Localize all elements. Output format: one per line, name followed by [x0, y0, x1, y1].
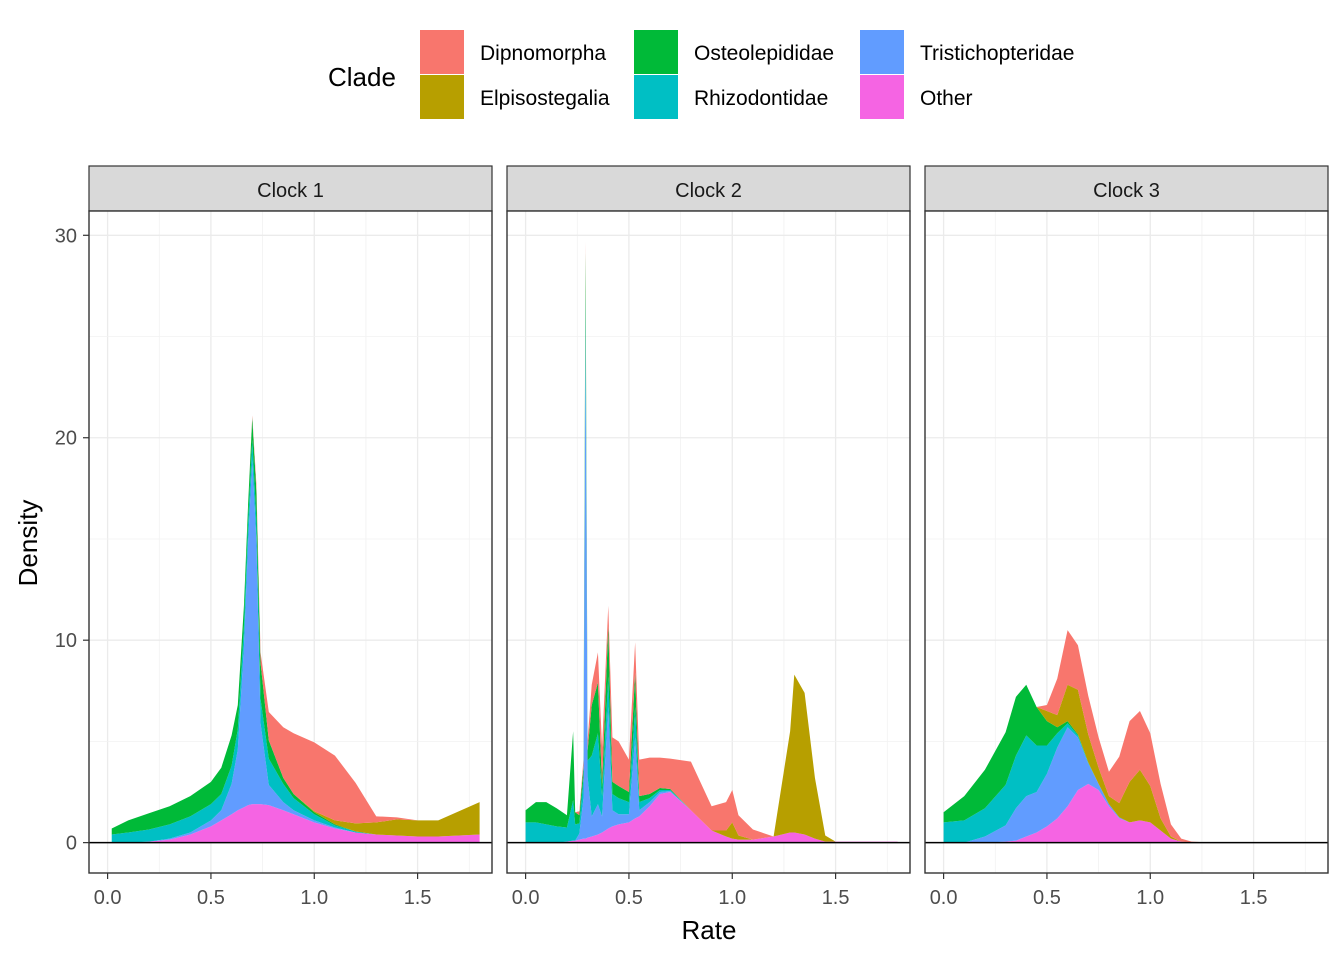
legend-label: Dipnomorpha [480, 42, 606, 65]
legend: Clade Dipnomorpha Elpisostegalia Osteolepi… [328, 30, 1074, 119]
x-tick-label: 0.5 [197, 887, 225, 909]
facet-panel: Clock 1 0.0 0.5 1.0 1.5 0 10 20 30 [55, 165, 493, 909]
area-other [111, 804, 480, 843]
y-tick-label: 10 [55, 630, 77, 652]
x-axis-title: Rate [682, 915, 737, 945]
area-elpisostegalia [943, 684, 1316, 843]
facet-title: Clock 1 [257, 180, 324, 202]
x-tick-label: 1.5 [1240, 887, 1268, 909]
panel-border [506, 210, 911, 874]
panel-border [924, 210, 1329, 874]
legend-item: Dipnomorpha [420, 30, 606, 74]
legend-item: Tristichopteridae [860, 30, 1074, 74]
legend-swatch [420, 75, 464, 119]
legend-swatch [420, 30, 464, 74]
legend-title: Clade [328, 62, 396, 92]
area-dipnomorpha [943, 630, 1316, 843]
legend-swatch [860, 30, 904, 74]
legend-label: Other [920, 87, 973, 110]
x-tick-label: 0.0 [94, 887, 122, 909]
facet-title: Clock 2 [675, 180, 742, 202]
legend-swatch [634, 75, 678, 119]
facet-panel: Clock 3 0.0 0.5 1.0 1.5 [924, 165, 1329, 909]
y-tick-label: 0 [66, 833, 77, 855]
legend-label: Rhizodontidae [694, 87, 828, 110]
x-tick-label: 1.0 [300, 887, 328, 909]
y-axis-title: Density [13, 500, 43, 587]
x-tick-label: 0.0 [512, 887, 540, 909]
area-elpisostegalia [525, 251, 898, 842]
density-areas [943, 630, 1316, 843]
legend-swatch [860, 75, 904, 119]
area-dipnomorpha [111, 415, 480, 829]
legend-swatch [634, 30, 678, 74]
density-areas [525, 241, 898, 843]
y-tick-label: 30 [55, 225, 77, 247]
area-rhizodontidae [943, 723, 1316, 843]
panel-border [88, 210, 493, 874]
facet-title: Clock 3 [1093, 180, 1160, 202]
density-areas [111, 415, 480, 843]
x-tick-label: 0.5 [1033, 887, 1061, 909]
facet-panel: Clock 2 0.0 0.5 1.0 1.5 [506, 165, 911, 909]
x-tick-label: 0.5 [615, 887, 643, 909]
legend-item: Other [860, 75, 973, 119]
legend-label: Osteolepididae [694, 42, 834, 65]
area-other [943, 783, 1316, 843]
legend-item: Elpisostegalia [420, 75, 610, 119]
x-tick-label: 1.5 [822, 887, 850, 909]
x-tick-label: 1.0 [718, 887, 746, 909]
area-tristichopteridae [943, 727, 1316, 843]
x-tick-label: 1.0 [1136, 887, 1164, 909]
facet-strip [88, 165, 493, 212]
area-other [525, 792, 898, 843]
legend-item: Osteolepididae [634, 30, 834, 74]
legend-label: Tristichopteridae [920, 42, 1074, 65]
x-tick-label: 0.0 [930, 887, 958, 909]
y-tick-label: 20 [55, 428, 77, 450]
plot-area [507, 211, 910, 873]
legend-label: Elpisostegalia [480, 87, 610, 110]
x-tick-label: 1.5 [404, 887, 432, 909]
area-osteolepididae [943, 684, 1316, 843]
legend-item: Rhizodontidae [634, 75, 828, 119]
